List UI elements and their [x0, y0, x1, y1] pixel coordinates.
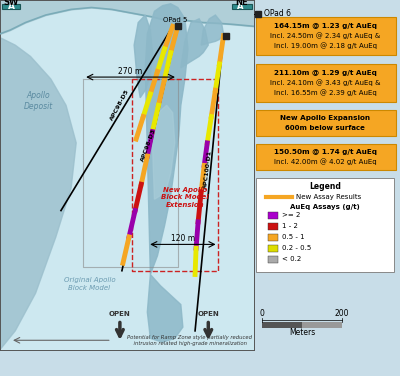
- Text: Potential for Ramp Zone style partially reduced
    intrusion related high-grade: Potential for Ramp Zone style partially …: [127, 335, 252, 346]
- Text: 0.2 - 0.5: 0.2 - 0.5: [282, 245, 311, 251]
- Polygon shape: [152, 105, 175, 199]
- Polygon shape: [201, 15, 224, 45]
- Text: < 0.2: < 0.2: [282, 256, 301, 262]
- FancyBboxPatch shape: [2, 4, 20, 9]
- Bar: [262, 322, 342, 328]
- Text: 0: 0: [260, 309, 264, 318]
- Text: APC98-D3: APC98-D3: [140, 128, 157, 163]
- Text: Incl. 42.00m @ 4.02 g/t AuEq: Incl. 42.00m @ 4.02 g/t AuEq: [274, 158, 376, 165]
- Text: Incl. 24.50m @ 2.34 g/t AuEq &: Incl. 24.50m @ 2.34 g/t AuEq &: [270, 33, 380, 39]
- Bar: [268, 245, 278, 252]
- Text: New Assay Results: New Assay Results: [296, 194, 361, 200]
- Text: SW: SW: [4, 0, 19, 7]
- Text: Incl. 24.10m @ 3.43 g/t AuEq &: Incl. 24.10m @ 3.43 g/t AuEq &: [270, 80, 380, 86]
- Text: Legend: Legend: [309, 182, 341, 191]
- Text: Incl. 19.00m @ 2.18 g/t AuEq: Incl. 19.00m @ 2.18 g/t AuEq: [274, 42, 376, 49]
- Bar: [268, 223, 278, 230]
- Text: NE: NE: [236, 0, 248, 7]
- FancyBboxPatch shape: [232, 4, 252, 9]
- Text: 600m below surface: 600m below surface: [285, 125, 365, 131]
- Text: 211.10m @ 1.29 g/t AuEq: 211.10m @ 1.29 g/t AuEq: [274, 70, 376, 76]
- Polygon shape: [134, 15, 152, 98]
- FancyBboxPatch shape: [256, 110, 396, 136]
- Text: A': A': [237, 2, 246, 11]
- FancyBboxPatch shape: [256, 17, 396, 55]
- Text: New Apollo
Block Model
Extension: New Apollo Block Model Extension: [161, 187, 209, 208]
- FancyBboxPatch shape: [256, 178, 394, 272]
- Text: Incl. 16.55m @ 2.39 g/t AuEq: Incl. 16.55m @ 2.39 g/t AuEq: [274, 89, 376, 96]
- Text: OPEN: OPEN: [109, 311, 131, 317]
- Text: AuEq Assays (g/t): AuEq Assays (g/t): [290, 204, 360, 210]
- Text: A: A: [8, 2, 15, 11]
- Polygon shape: [147, 274, 183, 342]
- Text: Apollo
Deposit: Apollo Deposit: [24, 91, 53, 111]
- FancyBboxPatch shape: [256, 144, 396, 170]
- Bar: [268, 212, 278, 219]
- Polygon shape: [181, 19, 208, 68]
- Text: 270 m: 270 m: [118, 67, 142, 76]
- Text: New Apollo Expansion: New Apollo Expansion: [280, 115, 370, 121]
- Text: >= 2: >= 2: [282, 212, 300, 218]
- Text: Meters: Meters: [289, 328, 315, 337]
- Text: OPad 6: OPad 6: [264, 9, 291, 18]
- Polygon shape: [145, 4, 188, 274]
- Text: APC98-D5: APC98-D5: [110, 88, 130, 121]
- Text: APC100-D1: APC100-D1: [204, 150, 213, 189]
- FancyBboxPatch shape: [256, 64, 396, 102]
- Text: 150.50m @ 1.74 g/t AuEq: 150.50m @ 1.74 g/t AuEq: [274, 149, 376, 155]
- Text: Original Apollo
Block Model: Original Apollo Block Model: [64, 277, 115, 291]
- Text: 0.5 - 1: 0.5 - 1: [282, 234, 305, 240]
- Polygon shape: [0, 0, 76, 350]
- Bar: [262, 322, 302, 328]
- Text: OPad 5: OPad 5: [162, 17, 187, 23]
- Text: 1 - 2: 1 - 2: [282, 223, 298, 229]
- Bar: [268, 256, 278, 263]
- Text: 164.15m @ 1.23 g/t AuEq: 164.15m @ 1.23 g/t AuEq: [274, 23, 376, 29]
- Text: 200: 200: [335, 309, 349, 318]
- Text: 120 m: 120 m: [171, 234, 195, 243]
- Text: OPEN: OPEN: [198, 311, 219, 317]
- Bar: [268, 234, 278, 241]
